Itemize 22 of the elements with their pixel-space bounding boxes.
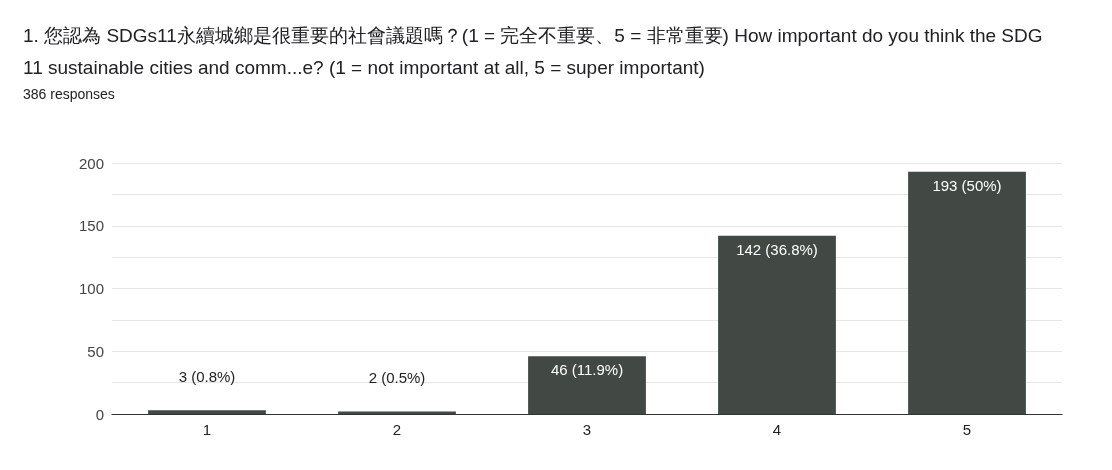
bar [148,410,266,414]
data-label: 193 (50%) [932,176,1002,194]
chart-subtitle: 386 responses [23,86,115,102]
x-tick-label: 3 [582,421,592,438]
y-tick-label: 150 [78,217,104,235]
data-label: 46 (11.9%) [550,361,624,379]
x-tick-label: 2 [392,421,402,438]
y-tick-label: 50 [87,342,104,360]
bar [718,235,836,414]
x-tick-label: 4 [772,421,782,438]
bar [338,411,456,414]
chart-title: 1. 您認為 SDGs11永續城鄉是很重要的社會議題嗎？(1 = 完全不重要、5 = 非常重要) How important do you think the SDG 11 sustainable cities and comm...e? (1 = not important at all, 5 = super important) [23,24,1048,78]
y-tick-label: 200 [78,154,104,172]
data-label: 3 (0.8%) [178,368,236,386]
bar [908,171,1026,414]
x-tick-label: 1 [202,421,212,438]
y-tick-label: 100 [78,280,104,297]
data-label: 142 (36.8%) [736,240,818,258]
x-tick-label: 5 [962,421,972,438]
y-tick-label: 0 [95,405,104,423]
data-label: 2 (0.5%) [368,369,426,387]
bar [528,356,646,414]
